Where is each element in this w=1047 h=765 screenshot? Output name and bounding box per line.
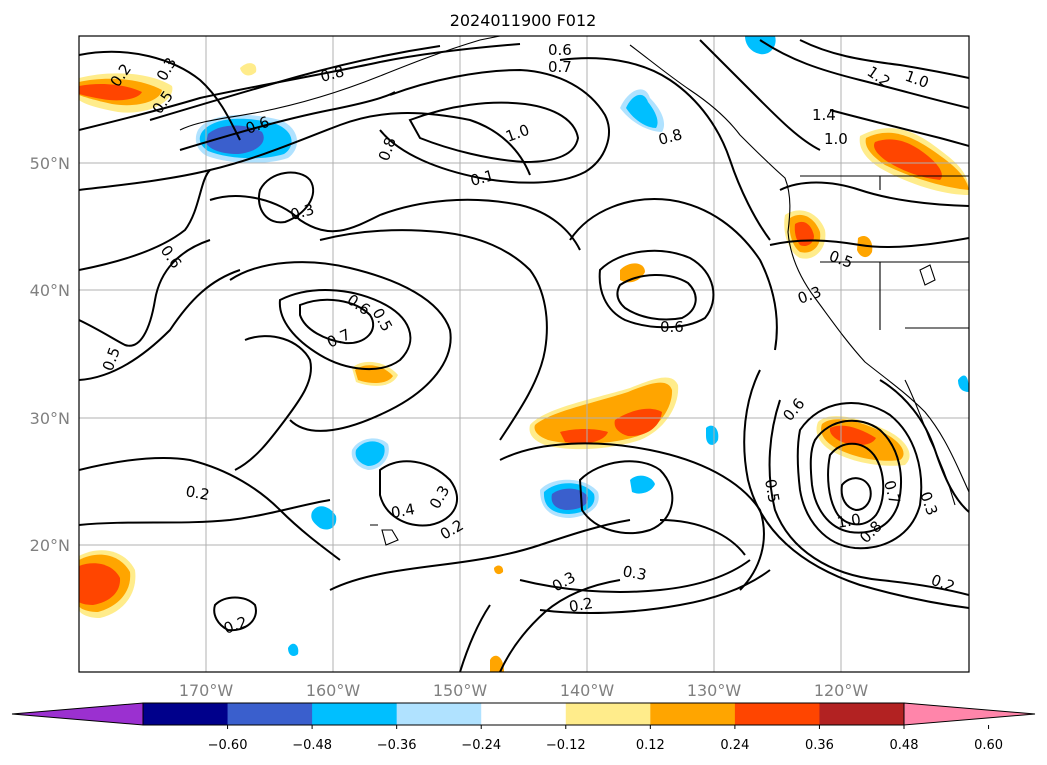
- map-title: 2024011900 F012: [450, 11, 597, 30]
- colorbar-bin: [312, 703, 398, 725]
- contour-label: 0.2: [568, 594, 595, 616]
- colorbar-bin: [565, 703, 651, 725]
- coastlines: [179, 36, 969, 546]
- contour-label: 0.1: [468, 166, 496, 190]
- contour-label: 1.0: [836, 510, 863, 532]
- lat-label: 50°N: [30, 154, 70, 173]
- colorbar-tick-label: 0.36: [805, 738, 834, 753]
- colorbar-tick-label: −0.36: [377, 738, 417, 753]
- colorbar-ticks: −0.60 −0.48 −0.36 −0.24 −0.12 0.12 0.24 0.36 0.4…: [208, 725, 1003, 753]
- colorbar-tick-label: −0.60: [208, 738, 248, 753]
- colorbar-over-triangle: [903, 702, 1036, 726]
- lon-label: 150°W: [433, 681, 488, 700]
- contour-label: 0.7: [880, 478, 904, 506]
- lat-label: 40°N: [30, 281, 70, 300]
- colorbar-tick-label: 0.48: [890, 738, 919, 753]
- contour-label: 0.4: [390, 500, 417, 522]
- colorbar: −0.60 −0.48 −0.36 −0.24 −0.12 0.12 0.24 0.36 0.4…: [11, 702, 1036, 753]
- colorbar-bin: [143, 703, 229, 725]
- colorbar-bin: [734, 703, 820, 725]
- lon-label: 120°W: [814, 681, 869, 700]
- anomaly-shading: [79, 36, 969, 672]
- latitude-labels: 50°N 40°N 30°N 20°N: [30, 154, 70, 555]
- lon-label: 160°W: [306, 681, 361, 700]
- longitude-labels: 170°W 160°W 150°W 140°W 130°W 120°W: [179, 681, 869, 700]
- contour-label: 0.8: [318, 62, 346, 86]
- contour-label: 1.0: [824, 130, 848, 148]
- contour-label: 0.6: [548, 41, 572, 59]
- colorbar-tick-label: −0.48: [292, 738, 332, 753]
- colorbar-tick-label: −0.12: [546, 738, 586, 753]
- contour-label: 0.3: [621, 562, 648, 584]
- lon-label: 130°W: [687, 681, 742, 700]
- lon-label: 170°W: [179, 681, 234, 700]
- colorbar-bin: [819, 703, 905, 725]
- contour-label: 0.7: [548, 58, 572, 76]
- colorbar-tick-label: 0.24: [720, 738, 749, 753]
- colorbar-bin: [650, 703, 736, 725]
- colorbar-tick-label: −0.24: [461, 738, 501, 753]
- contour-label: 0.6: [660, 318, 684, 336]
- colorbar-under-triangle: [11, 702, 144, 726]
- colorbar-bin: [396, 703, 482, 725]
- colorbar-bin: [227, 703, 313, 725]
- lat-label: 30°N: [30, 409, 70, 428]
- contour-label: 0.8: [656, 125, 684, 149]
- lon-label: 140°W: [560, 681, 615, 700]
- colorbar-tick-label: 0.60: [974, 738, 1003, 753]
- map-frame: [78, 35, 970, 673]
- colorbar-frame: [142, 702, 905, 726]
- map-panel: 0.2 0.3 0.5 0.6 0.8 0.6 0.7 0.8 1.0 0.1 …: [78, 35, 970, 673]
- lat-label: 20°N: [30, 536, 70, 555]
- contour-label: 0.5: [761, 478, 783, 505]
- contour-label: 0.3: [288, 200, 316, 224]
- contour-label: 1.4: [812, 106, 836, 124]
- colorbar-bin: [481, 703, 567, 725]
- contour-label: 0.2: [184, 482, 211, 504]
- colorbar-bins: [143, 703, 905, 725]
- colorbar-tick-label: 0.12: [636, 738, 665, 753]
- contour-lines: [79, 39, 969, 672]
